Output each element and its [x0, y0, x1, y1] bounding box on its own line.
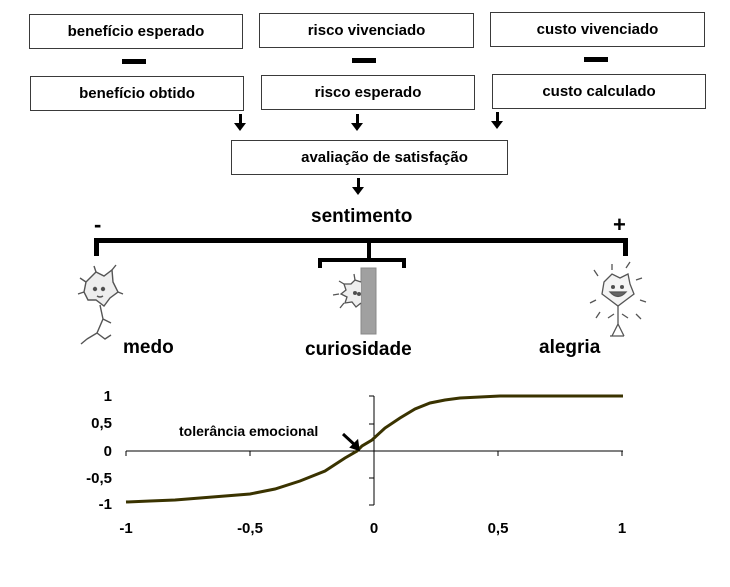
scale-bar-right-leg	[623, 238, 628, 256]
box-label: benefício esperado	[67, 23, 205, 40]
box-label: risco esperado	[314, 84, 422, 101]
box-custo-calculado: custo calculado	[492, 74, 706, 109]
minus-sign-icon	[122, 59, 146, 64]
scale-bar-left-leg	[94, 238, 99, 256]
scale-bar	[94, 238, 628, 243]
box-risco-esperado: risco esperado	[261, 75, 475, 110]
sigmoid-curve	[125, 394, 623, 504]
y-tick-label: -1	[99, 496, 112, 513]
box-avaliacao-satisfacao: avaliação de satisfação	[231, 140, 508, 175]
minus-sign-icon	[352, 58, 376, 63]
y-tick-label: 1	[104, 388, 112, 405]
emotion-label-curiosidade: curiosidade	[305, 339, 412, 360]
box-beneficio-obtido: benefício obtido	[30, 76, 244, 111]
emotion-label-medo: medo	[123, 337, 174, 358]
box-label: risco vivenciado	[307, 22, 426, 39]
box-risco-vivenciado: risco vivenciado	[259, 13, 474, 48]
x-tick-label: 0,5	[488, 520, 509, 537]
box-label: custo calculado	[542, 83, 656, 100]
scale-bar-center-stem	[367, 241, 371, 259]
y-tick-label: -0,5	[86, 470, 112, 487]
box-beneficio-esperado: benefício esperado	[29, 14, 243, 49]
sub-bracket	[318, 258, 406, 262]
box-label: avaliação de satisfação	[301, 149, 468, 166]
y-tick-label: 0	[104, 443, 112, 460]
annotation-tolerancia-emocional: tolerância emocional	[179, 423, 319, 439]
box-label: custo vivenciado	[536, 21, 659, 38]
emotion-label-alegria: alegria	[539, 337, 601, 358]
x-tick-label: -0,5	[237, 520, 263, 537]
x-tick-label: 1	[618, 520, 626, 537]
scale-title: sentimento	[311, 206, 413, 227]
box-label: benefício obtido	[79, 85, 195, 102]
annotation-arrow-icon	[341, 432, 360, 452]
x-tick-label: -1	[119, 520, 132, 537]
sub-bracket-left	[318, 258, 322, 268]
y-tick-label: 0,5	[91, 415, 112, 432]
negative-symbol: -	[94, 212, 102, 237]
sub-bracket-right	[402, 258, 406, 268]
x-tick-label: 0	[370, 520, 378, 537]
positive-symbol: +	[613, 212, 626, 237]
minus-sign-icon	[584, 57, 608, 62]
box-custo-vivenciado: custo vivenciado	[490, 12, 705, 47]
